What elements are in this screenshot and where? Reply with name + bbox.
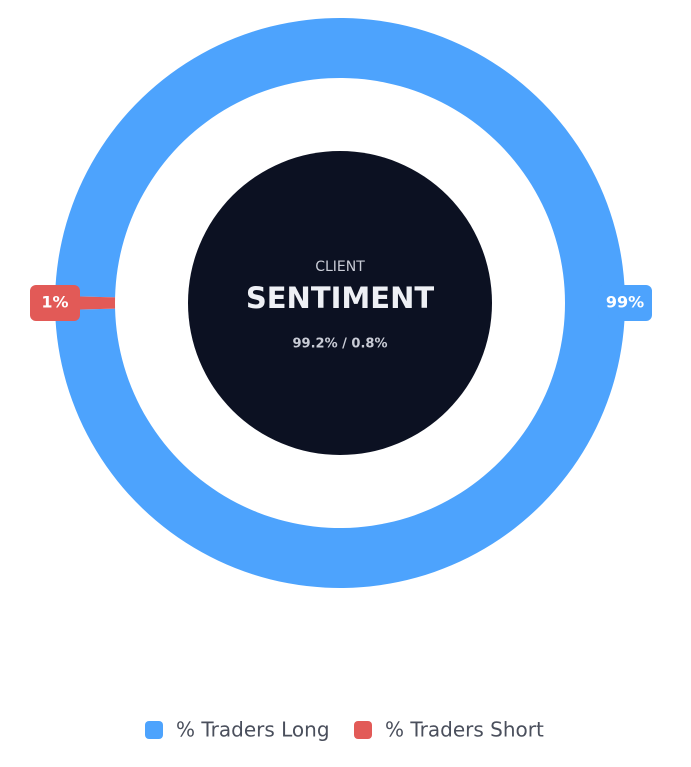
center-text: 99.2% / 0.8% (293, 337, 388, 352)
value-label-box (30, 285, 80, 321)
center-disc (188, 151, 492, 455)
value-label-box (598, 285, 652, 321)
center-subtitle: CLIENT (315, 259, 365, 275)
legend-label: % Traders Short (385, 718, 544, 742)
value-label: 99% (606, 293, 644, 312)
value-label: 1% (41, 293, 68, 312)
center-title: SENTIMENT (246, 281, 434, 315)
legend-swatch (145, 721, 163, 739)
legend-label: % Traders Long (176, 718, 330, 742)
legend-swatch (354, 721, 372, 739)
